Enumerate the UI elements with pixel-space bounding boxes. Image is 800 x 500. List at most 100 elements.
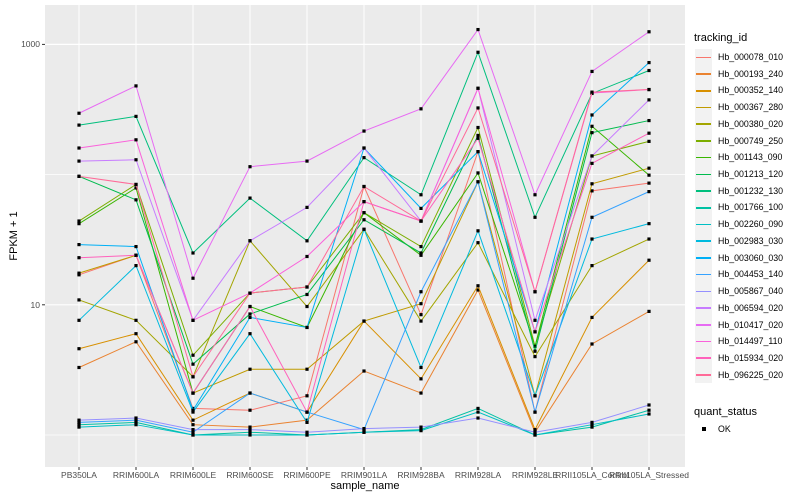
data-point[interactable]: [362, 146, 366, 150]
data-point[interactable]: [134, 340, 138, 344]
data-point[interactable]: [419, 302, 423, 306]
data-point[interactable]: [191, 362, 195, 366]
data-point[interactable]: [248, 291, 252, 295]
data-point[interactable]: [533, 410, 537, 414]
data-point[interactable]: [647, 60, 651, 65]
data-point[interactable]: [419, 319, 423, 323]
data-point[interactable]: [647, 190, 651, 194]
data-point[interactable]: [191, 406, 195, 411]
data-point[interactable]: [533, 349, 537, 353]
data-point[interactable]: [362, 184, 366, 189]
legend-entry-Hb_000367_280[interactable]: Hb_000367_280: [695, 98, 783, 116]
data-point[interactable]: [362, 426, 366, 431]
data-point[interactable]: [476, 288, 480, 292]
data-point[interactable]: [191, 251, 195, 255]
data-point[interactable]: [362, 227, 366, 231]
data-point[interactable]: [476, 86, 480, 90]
data-point[interactable]: [305, 367, 309, 371]
data-point[interactable]: [77, 222, 81, 226]
data-point[interactable]: [419, 244, 423, 249]
data-point[interactable]: [419, 377, 423, 381]
data-point[interactable]: [647, 309, 651, 313]
data-point[interactable]: [362, 218, 366, 222]
data-point[interactable]: [476, 106, 480, 110]
data-point[interactable]: [590, 420, 594, 424]
legend-entry-Hb_001232_130[interactable]: Hb_001232_130: [695, 182, 783, 200]
data-point[interactable]: [476, 133, 480, 138]
data-point[interactable]: [191, 418, 195, 422]
data-point[interactable]: [77, 420, 81, 424]
data-point[interactable]: [77, 174, 81, 178]
data-point[interactable]: [476, 229, 480, 233]
data-point[interactable]: [305, 433, 309, 437]
data-point[interactable]: [419, 365, 423, 370]
data-point[interactable]: [305, 254, 309, 259]
data-point[interactable]: [476, 410, 480, 414]
data-point[interactable]: [419, 429, 423, 433]
data-point[interactable]: [248, 312, 252, 316]
data-point[interactable]: [647, 173, 651, 177]
data-point[interactable]: [305, 304, 309, 309]
legend-entry-Hb_002983_030[interactable]: Hb_002983_030: [695, 232, 783, 250]
data-point[interactable]: [590, 161, 594, 165]
data-point[interactable]: [77, 425, 81, 429]
data-point[interactable]: [533, 290, 537, 294]
data-point[interactable]: [248, 332, 252, 336]
data-point[interactable]: [248, 430, 252, 434]
data-point[interactable]: [590, 124, 594, 128]
data-point[interactable]: [647, 131, 651, 135]
data-point[interactable]: [305, 239, 309, 243]
data-point[interactable]: [134, 244, 138, 249]
data-point[interactable]: [305, 285, 309, 289]
data-point[interactable]: [248, 391, 252, 395]
data-point[interactable]: [590, 189, 594, 193]
data-point[interactable]: [476, 241, 480, 245]
data-point[interactable]: [191, 423, 195, 427]
data-point[interactable]: [191, 318, 195, 322]
data-point[interactable]: [191, 430, 195, 434]
legend-entry-Hb_001213_120[interactable]: Hb_001213_120: [695, 165, 783, 183]
data-point[interactable]: [248, 196, 252, 200]
data-point[interactable]: [476, 171, 480, 175]
data-point[interactable]: [590, 215, 594, 219]
data-point[interactable]: [590, 90, 594, 94]
data-point[interactable]: [134, 423, 138, 427]
data-point[interactable]: [419, 206, 423, 211]
legend-entry-Hb_014497_110[interactable]: Hb_014497_110: [695, 332, 782, 350]
data-point[interactable]: [77, 271, 81, 275]
data-point[interactable]: [134, 264, 138, 268]
data-point[interactable]: [134, 332, 138, 336]
data-point[interactable]: [77, 111, 81, 115]
data-point[interactable]: [476, 50, 480, 54]
data-point[interactable]: [305, 205, 309, 209]
data-point[interactable]: [77, 123, 81, 127]
data-point[interactable]: [77, 318, 81, 322]
data-point[interactable]: [248, 315, 252, 320]
data-point[interactable]: [305, 159, 309, 163]
data-point[interactable]: [362, 200, 366, 204]
data-point[interactable]: [248, 428, 252, 432]
data-point[interactable]: [590, 264, 594, 268]
legend-entry-Hb_001766_100[interactable]: Hb_001766_100: [695, 198, 783, 216]
data-point[interactable]: [590, 315, 594, 320]
data-point[interactable]: [248, 165, 252, 169]
data-point[interactable]: [590, 342, 594, 346]
data-point[interactable]: [647, 181, 651, 185]
data-point[interactable]: [533, 428, 537, 432]
data-point[interactable]: [476, 136, 480, 140]
data-point[interactable]: [191, 410, 195, 414]
data-point[interactable]: [476, 27, 480, 32]
data-point[interactable]: [77, 219, 81, 223]
data-point[interactable]: [590, 423, 594, 427]
data-point[interactable]: [248, 433, 252, 437]
legend-entry-Hb_001143_090[interactable]: Hb_001143_090: [695, 148, 782, 166]
legend-entry-Hb_000352_140[interactable]: Hb_000352_140: [695, 81, 783, 99]
data-point[interactable]: [419, 425, 423, 429]
data-point[interactable]: [77, 146, 81, 150]
data-point[interactable]: [647, 166, 651, 170]
legend-entry-Hb_000078_010[interactable]: Hb_000078_010: [695, 48, 783, 66]
data-point[interactable]: [590, 131, 594, 135]
data-point[interactable]: [191, 276, 195, 280]
data-point[interactable]: [476, 406, 480, 411]
data-point[interactable]: [476, 284, 480, 288]
